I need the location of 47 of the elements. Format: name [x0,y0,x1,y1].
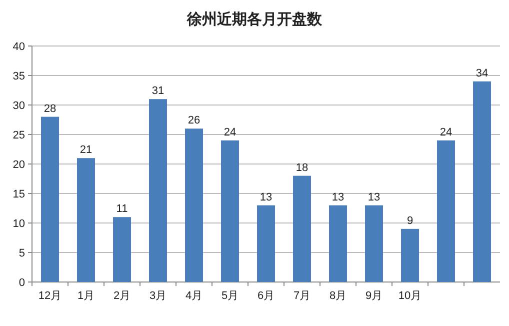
y-tick-label: 0 [18,277,25,289]
bar [293,176,311,282]
x-tick-label: 3月 [149,290,167,302]
data-label: 26 [188,114,200,127]
bar [437,140,455,282]
x-tick-label: 2月 [113,290,131,302]
data-label: 21 [80,144,92,156]
bar [113,217,131,282]
x-tick-label: 6月 [257,290,275,302]
bar [149,99,167,282]
bar [473,81,491,282]
data-label: 31 [152,85,164,98]
bar [257,205,275,282]
data-label: 24 [224,126,236,138]
y-tick-label: 5 [18,248,25,260]
y-tick-label: 40 [12,41,25,53]
data-label: 13 [368,191,380,204]
data-label: 9 [406,214,414,227]
data-label: 18 [296,162,308,174]
y-tick-label: 30 [12,100,25,112]
data-label: 34 [476,67,488,80]
bar [329,205,347,282]
chart-title: 徐州近期各月开盘数 [186,11,323,28]
data-label: 11 [116,203,128,216]
bar [401,228,419,282]
x-tick-label: 10月 [398,290,422,302]
x-tick-label: 7月 [293,290,311,302]
bar [221,140,239,282]
y-tick-label: 10 [12,218,25,230]
bar [365,205,383,282]
y-tick-label: 15 [12,188,25,200]
x-tick-label: 9月 [365,290,383,302]
bar [77,158,95,282]
data-label: 13 [260,191,272,204]
bar [185,128,203,282]
data-label: 28 [44,102,56,115]
bar [41,116,59,282]
y-tick-label: 20 [12,159,25,171]
x-tick-label: 4月 [185,290,203,302]
x-tick-label: 1月 [77,290,95,302]
y-tick-label: 35 [12,70,25,82]
y-tick-label: 25 [12,130,25,142]
x-tick-label: 12月 [38,290,62,302]
data-label: 13 [332,191,344,204]
x-tick-label: 8月 [329,290,347,302]
x-tick-label: 5月 [221,290,239,302]
data-label: 24 [440,126,452,138]
